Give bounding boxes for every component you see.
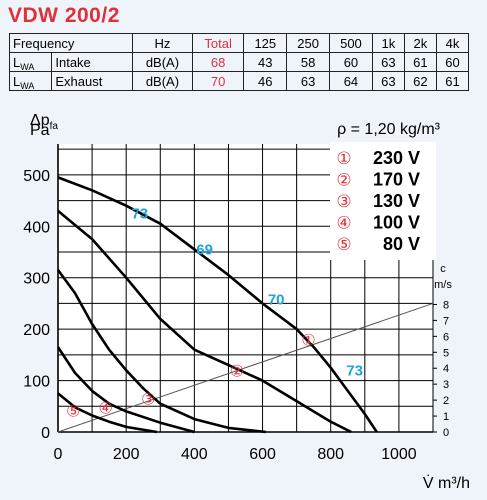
right-axis-tick-label: 6 <box>443 331 449 343</box>
header-4k: 4k <box>435 33 470 53</box>
x-axis-label: V̇ m³/h <box>423 474 470 492</box>
right-axis-tick-label: 7 <box>443 315 449 327</box>
x-tick-label: 200 <box>113 446 140 463</box>
right-axis-tick-label: 1 <box>443 411 449 423</box>
y-axis-label: Δpfa <box>30 112 58 132</box>
x-tick-label: 600 <box>249 446 276 463</box>
row-cell: 64 <box>329 71 373 91</box>
y-tick-label: 100 <box>23 374 50 391</box>
right-axis-tick-label: 4 <box>443 363 449 375</box>
system-line-layer <box>57 302 434 433</box>
y-tick-label: 200 <box>23 322 50 339</box>
row-cell: 58 <box>286 52 331 72</box>
header-125: 125 <box>243 33 288 53</box>
sound-label-layer: 73 69 70 73 <box>131 205 362 379</box>
legend-label: 80 V <box>383 234 420 254</box>
row-unit: dB(A) <box>131 52 193 72</box>
curve-layer <box>56 176 378 434</box>
right-axis-tick-label: 8 <box>443 299 449 311</box>
legend-marker: ① <box>336 149 351 168</box>
sound-level-label: 73 <box>131 205 148 222</box>
right-axis-label-unit: m/s <box>434 279 452 291</box>
y-tick-label: 300 <box>23 271 50 288</box>
curve-marker-3: ③ <box>141 392 155 409</box>
row-cell: 63 <box>286 71 331 91</box>
sound-data-table: Frequency Hz Total 125 250 500 1k 2k 4k … <box>8 33 470 91</box>
legend-items: ① 230 V ② 170 V ③ 130 V ④ 100 V ⑤ 80 V <box>336 148 420 254</box>
right-axis-tick-label: 0 <box>443 427 449 439</box>
table-header-row: Frequency Hz Total 125 250 500 1k 2k 4k <box>9 33 470 53</box>
row-cell: 61 <box>435 71 470 91</box>
right-axis-tick-label: 2 <box>443 395 449 407</box>
curve-marker-2: ② <box>230 363 244 380</box>
sound-level-label: 70 <box>268 291 285 308</box>
y-tick-label: 400 <box>23 219 50 236</box>
x-tick-label: 1000 <box>381 446 417 463</box>
sound-level-label: 73 <box>346 362 363 379</box>
y-axis-unit: Pa <box>30 122 50 139</box>
row-cell: 46 <box>243 71 288 91</box>
fan-curve-5 <box>57 392 158 434</box>
row-cell: 63 <box>371 71 405 91</box>
legend-marker: ③ <box>336 192 351 211</box>
curve-marker-5: ⑤ <box>66 403 80 420</box>
legend-label: 130 V <box>373 191 420 211</box>
legend-marker: ② <box>336 171 351 190</box>
row-name: Exhaust <box>51 71 133 91</box>
right-axis-label-c: c <box>440 263 446 275</box>
y-tick-label: 500 <box>23 168 50 185</box>
x-tick-label: 800 <box>317 446 344 463</box>
fan-curve-3 <box>56 269 267 434</box>
marker-layer: ① ② ③ ④ ⑤ <box>66 332 316 420</box>
legend-label: 230 V <box>373 148 420 168</box>
row-symbol: LWA <box>8 71 53 91</box>
system-characteristic-line <box>57 302 434 433</box>
row-name: Intake <box>51 52 133 72</box>
legend-box <box>330 142 436 260</box>
table-row-exhaust: LWA Exhaust dB(A) 70 46 63 64 63 62 61 <box>8 71 470 91</box>
chart-title: VDW 200/2 <box>8 4 120 27</box>
fan-curve-4 <box>56 346 195 434</box>
legend-label: 170 V <box>373 170 420 190</box>
row-cell: 60 <box>435 52 470 72</box>
legend: ① 230 V ② 170 V ③ 130 V ④ 100 V ⑤ 80 V <box>330 142 436 260</box>
curve-marker-1: ① <box>301 332 315 349</box>
fan-curve-1 <box>57 176 378 433</box>
fan-curve-2 <box>57 209 352 434</box>
y-tick-label: 0 <box>41 425 50 442</box>
curve-marker-4: ④ <box>99 400 113 417</box>
tick-layer: 0 200 400 600 800 1000 0 100 200 300 400 500 0 1 2 3 4 5 6… <box>23 168 449 463</box>
density-note: ρ = 1,20 kg/m³ <box>337 121 441 138</box>
legend-marker: ⑤ <box>336 235 351 254</box>
legend-label: 100 V <box>373 213 420 233</box>
right-axis-tick-label: 3 <box>443 379 449 391</box>
row-symbol: LWA <box>8 52 53 72</box>
x-tick-label: 0 <box>54 446 63 463</box>
row-total: 70 <box>191 71 245 91</box>
legend-marker: ④ <box>336 214 351 233</box>
sound-level-label: 69 <box>196 241 213 258</box>
right-axis-tick-label: 5 <box>443 347 449 359</box>
row-unit: dB(A) <box>131 71 193 91</box>
x-tick-label: 400 <box>181 446 208 463</box>
